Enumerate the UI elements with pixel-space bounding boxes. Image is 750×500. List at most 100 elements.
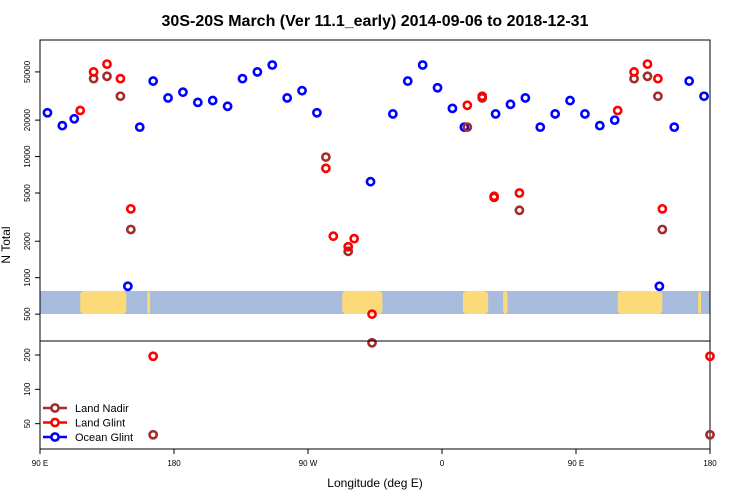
- point-land-glint: [75, 105, 86, 116]
- y-tick-label-upper: 50000: [23, 60, 32, 83]
- lower-panel: 50 100 200: [23, 340, 715, 450]
- point-ocean-glint: [520, 93, 531, 103]
- point-ocean-glint: [505, 99, 516, 110]
- point-ocean-glint: [535, 122, 546, 133]
- legend-label: Land Glint: [75, 418, 125, 430]
- point-land-glint: [489, 191, 500, 202]
- point-land-nadir: [657, 224, 668, 235]
- point-land-glint: [349, 233, 360, 244]
- point-ocean-glint: [134, 122, 145, 133]
- point-land-glint: [477, 91, 488, 102]
- point-land-nadir: [462, 122, 473, 133]
- y-tick-label-upper: 5000: [23, 184, 32, 202]
- legend-marker: [50, 432, 60, 442]
- point-ocean-glint: [684, 76, 695, 86]
- lower-panel-frame: [39, 340, 711, 450]
- point-land-glint: [148, 351, 159, 362]
- legend-marker: [50, 403, 60, 413]
- map-strip-land: [462, 291, 489, 314]
- point-ocean-glint: [550, 109, 561, 119]
- point-land-glint: [705, 351, 715, 362]
- point-ocean-glint: [237, 73, 248, 84]
- x-tick-label: 180: [703, 459, 717, 468]
- map-strip-land: [342, 291, 383, 314]
- point-ocean-glint: [252, 67, 263, 77]
- point-ocean-glint: [654, 281, 665, 292]
- x-tick-label: 90 E: [32, 459, 48, 468]
- point-ocean-glint: [402, 76, 413, 86]
- x-axis: 90 E 180 90 W 0 90 E 180: [32, 449, 717, 468]
- point-ocean-glint: [580, 109, 590, 119]
- point-ocean-glint: [222, 101, 233, 112]
- point-land-glint: [642, 59, 653, 70]
- point-land-nadir: [652, 91, 663, 102]
- point-land-glint: [125, 203, 136, 214]
- chart-title: 30S-20S March (Ver 11.1_early) 2014-09-0…: [162, 13, 589, 30]
- x-tick-label: 90 E: [568, 459, 584, 468]
- y-axis-label: N Total: [0, 226, 13, 263]
- y-tick-label-upper: 20000: [23, 108, 32, 131]
- point-land-glint: [343, 241, 354, 252]
- y-tick-label-upper: 10000: [23, 145, 32, 168]
- point-land-nadir: [343, 246, 354, 257]
- point-ocean-glint: [192, 97, 203, 108]
- point-ocean-glint: [447, 103, 458, 114]
- x-tick-label: 180: [167, 459, 181, 468]
- point-ocean-glint: [282, 93, 293, 103]
- point-ocean-glint: [417, 60, 428, 70]
- point-ocean-glint: [267, 60, 278, 70]
- point-land-glint: [115, 73, 126, 84]
- point-land-nadir: [367, 337, 377, 348]
- point-ocean-glint: [42, 107, 53, 118]
- point-ocean-glint: [565, 95, 575, 106]
- point-land-glint: [462, 100, 473, 111]
- point-ocean-glint: [432, 82, 443, 93]
- point-land-nadir: [148, 429, 159, 440]
- legend: Land Nadir Land Glint Ocean Glint: [43, 403, 133, 444]
- y-tick-label-lower: 50: [23, 419, 32, 428]
- y-tick-label-upper: 1000: [23, 268, 32, 286]
- point-ocean-glint: [69, 113, 80, 124]
- legend-label: Land Nadir: [75, 403, 129, 415]
- point-ocean-glint: [57, 120, 68, 131]
- point-land-glint: [652, 73, 663, 84]
- map-strip-land: [147, 291, 151, 314]
- x-axis-label: Longitude (deg E): [327, 476, 422, 490]
- point-land-nadir: [514, 205, 525, 216]
- point-ocean-glint: [122, 281, 133, 292]
- point-land-nadir: [705, 429, 715, 440]
- y-tick-label-lower: 200: [23, 348, 32, 362]
- point-ocean-glint: [163, 93, 173, 103]
- point-land-nadir: [642, 71, 653, 82]
- point-ocean-glint: [490, 109, 501, 119]
- map-strip-land: [503, 291, 508, 314]
- point-ocean-glint: [594, 120, 605, 131]
- point-land-glint: [612, 105, 623, 116]
- map-strip-land: [617, 291, 663, 314]
- y-tick-label-lower: 100: [23, 382, 32, 396]
- legend-label: Ocean Glint: [75, 432, 133, 444]
- point-ocean-glint: [365, 176, 376, 187]
- legend-marker: [50, 417, 60, 428]
- point-land-nadir: [320, 152, 331, 162]
- point-land-glint: [328, 231, 339, 242]
- x-tick-label: 90 W: [299, 459, 318, 468]
- point-land-glint: [514, 188, 525, 198]
- point-land-nadir: [125, 224, 136, 235]
- point-ocean-glint: [609, 115, 620, 126]
- upper-panel: 500 1000 2000 5000 10000 20000 50000: [23, 39, 711, 348]
- point-land-glint: [367, 309, 377, 320]
- point-land-glint: [629, 67, 639, 77]
- point-ocean-glint: [207, 95, 218, 106]
- point-land-glint: [320, 163, 331, 174]
- map-strip-land: [698, 291, 702, 314]
- point-ocean-glint: [699, 91, 709, 102]
- point-ocean-glint: [387, 109, 398, 119]
- y-tick-label-upper: 500: [23, 307, 32, 321]
- point-land-glint: [657, 203, 668, 214]
- y-tick-label-upper: 2000: [23, 232, 32, 250]
- point-ocean-glint: [669, 122, 680, 133]
- map-strip-land: [80, 291, 127, 314]
- point-ocean-glint: [297, 85, 307, 96]
